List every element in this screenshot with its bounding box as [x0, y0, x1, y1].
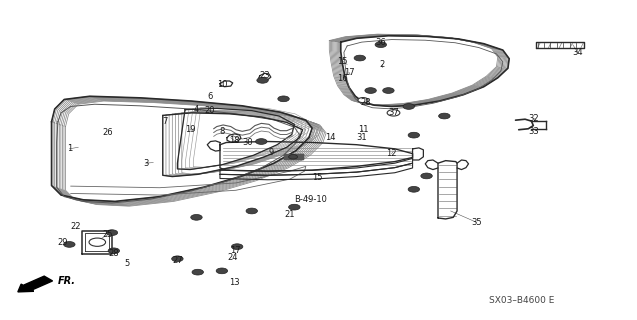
Text: 1: 1 — [67, 144, 72, 153]
Text: 13: 13 — [229, 278, 240, 287]
Circle shape — [246, 208, 257, 214]
Text: 20: 20 — [204, 106, 215, 115]
Text: 22: 22 — [71, 222, 81, 231]
Circle shape — [365, 88, 376, 93]
Circle shape — [231, 244, 243, 250]
Circle shape — [439, 113, 450, 119]
Text: 30: 30 — [242, 138, 253, 147]
Text: SX03–B4600 E: SX03–B4600 E — [489, 296, 555, 305]
Circle shape — [190, 214, 202, 220]
Text: 34: 34 — [573, 48, 583, 57]
Circle shape — [257, 77, 268, 83]
Circle shape — [375, 42, 387, 48]
Circle shape — [354, 55, 366, 61]
Text: 4: 4 — [194, 105, 199, 114]
Text: 23: 23 — [259, 71, 270, 80]
Text: 15: 15 — [312, 173, 322, 182]
Text: 16: 16 — [338, 74, 348, 83]
Text: FR.: FR. — [58, 276, 76, 286]
Circle shape — [408, 132, 420, 138]
Circle shape — [408, 187, 420, 192]
Text: 27: 27 — [172, 256, 183, 265]
Circle shape — [64, 242, 75, 247]
Circle shape — [403, 104, 415, 109]
Text: B-49-10: B-49-10 — [294, 195, 327, 204]
Text: 36: 36 — [375, 38, 386, 47]
Circle shape — [289, 204, 300, 210]
Circle shape — [421, 173, 433, 179]
Circle shape — [108, 248, 120, 254]
Circle shape — [255, 139, 267, 144]
Circle shape — [216, 268, 227, 274]
Text: 24: 24 — [227, 253, 238, 262]
Circle shape — [387, 110, 400, 116]
Text: 14: 14 — [325, 133, 335, 142]
Polygon shape — [283, 154, 303, 159]
Text: 33: 33 — [528, 127, 539, 136]
Circle shape — [278, 96, 289, 102]
Circle shape — [192, 269, 203, 275]
Text: 29: 29 — [58, 238, 68, 247]
Circle shape — [358, 98, 368, 103]
Text: 28: 28 — [108, 250, 119, 259]
Text: 37: 37 — [388, 108, 399, 117]
Text: 11: 11 — [358, 125, 368, 134]
Text: 17: 17 — [344, 68, 354, 77]
Text: 18: 18 — [229, 136, 240, 145]
Text: 15: 15 — [338, 57, 348, 66]
FancyArrow shape — [18, 276, 52, 292]
Circle shape — [106, 230, 118, 236]
Text: 32: 32 — [528, 114, 539, 123]
Text: 5: 5 — [124, 259, 129, 268]
Text: 19: 19 — [185, 125, 196, 134]
Text: 8: 8 — [219, 127, 225, 136]
Text: 31: 31 — [357, 133, 367, 142]
Text: 7: 7 — [162, 117, 168, 126]
Text: 26: 26 — [102, 128, 113, 137]
Circle shape — [289, 155, 297, 159]
Text: 9: 9 — [268, 148, 273, 156]
Text: 35: 35 — [471, 218, 482, 227]
Circle shape — [383, 88, 394, 93]
Text: 10: 10 — [217, 80, 227, 89]
Circle shape — [89, 238, 106, 246]
Text: 3: 3 — [143, 159, 148, 168]
Text: 2: 2 — [380, 60, 385, 69]
Text: 17: 17 — [231, 246, 241, 255]
Text: 12: 12 — [387, 149, 397, 158]
Text: 6: 6 — [208, 92, 213, 101]
Text: 21: 21 — [285, 210, 295, 219]
Text: 25: 25 — [102, 230, 113, 239]
Text: 28: 28 — [361, 98, 371, 107]
Circle shape — [172, 256, 183, 262]
